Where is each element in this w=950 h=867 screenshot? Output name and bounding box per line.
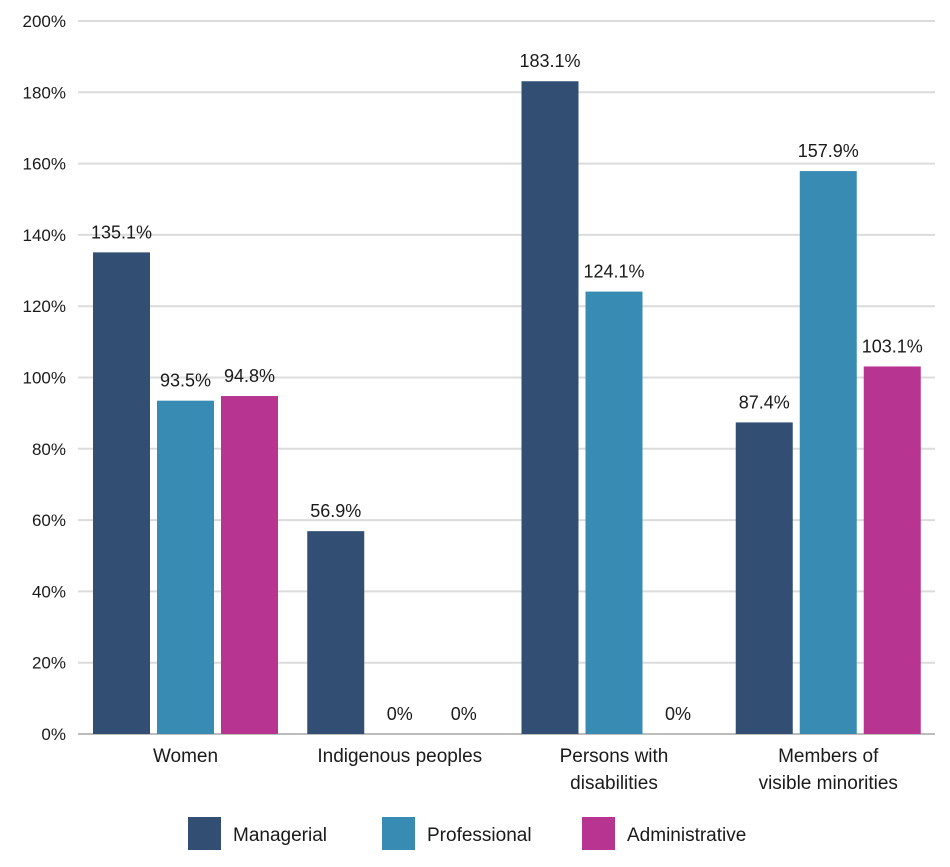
category-line: disabilities bbox=[570, 773, 658, 794]
y-axis-ticks: 0% 20% 40% 60% 80% 100% 120% 140% 160% 180% 200% bbox=[23, 12, 66, 744]
gridlines bbox=[78, 20, 935, 735]
y-tick-label: 0% bbox=[41, 725, 66, 744]
legend-label: Administrative bbox=[627, 825, 746, 846]
category-line: Persons with bbox=[560, 746, 669, 767]
category-line: Members of bbox=[778, 746, 879, 767]
bar-professional bbox=[585, 291, 643, 734]
legend-item-professional: Professional bbox=[382, 817, 532, 850]
bar-managerial bbox=[93, 252, 150, 734]
x-category-label: Members of visible minorities bbox=[759, 746, 898, 794]
x-category-label: Women bbox=[153, 746, 218, 767]
legend-swatch bbox=[382, 817, 415, 850]
data-label: 124.1% bbox=[583, 262, 644, 282]
x-axis-categories: Women Indigenous peoples Persons with disab… bbox=[153, 746, 898, 794]
data-label: 87.4% bbox=[739, 392, 790, 412]
data-label: 94.8% bbox=[224, 366, 275, 386]
data-label: 157.9% bbox=[798, 141, 859, 161]
legend-item-managerial: Managerial bbox=[188, 817, 327, 850]
bars bbox=[93, 81, 921, 735]
y-tick-label: 200% bbox=[23, 12, 66, 31]
data-label: 0% bbox=[387, 704, 413, 724]
legend-item-administrative: Administrative bbox=[582, 817, 746, 850]
data-labels: 135.1% 93.5% 94.8% 56.9% 0% 0% 183.1% 124.1% 0% 8… bbox=[91, 51, 923, 724]
data-label: 0% bbox=[451, 704, 477, 724]
legend-swatch bbox=[188, 817, 221, 850]
y-tick-label: 160% bbox=[23, 155, 66, 174]
data-label: 93.5% bbox=[160, 371, 211, 391]
bar-administrative bbox=[863, 366, 921, 734]
category-line: visible minorities bbox=[759, 773, 898, 794]
legend-label: Managerial bbox=[233, 825, 327, 846]
x-category-label: Persons with disabilities bbox=[560, 746, 669, 794]
y-tick-label: 100% bbox=[23, 369, 66, 388]
data-label: 183.1% bbox=[519, 51, 580, 71]
bar-professional bbox=[799, 171, 857, 735]
legend-label: Professional bbox=[427, 825, 532, 846]
x-category-label: Indigenous peoples bbox=[317, 746, 482, 767]
y-tick-label: 20% bbox=[32, 654, 66, 673]
category-line: Women bbox=[153, 746, 218, 767]
data-label: 56.9% bbox=[310, 501, 361, 521]
data-label: 103.1% bbox=[862, 336, 923, 356]
y-tick-label: 180% bbox=[23, 83, 66, 102]
bar-managerial bbox=[735, 422, 793, 734]
bar-managerial bbox=[521, 81, 579, 735]
bar-managerial bbox=[307, 531, 365, 734]
data-label: 0% bbox=[665, 704, 691, 724]
y-tick-label: 60% bbox=[32, 511, 66, 530]
category-line: Indigenous peoples bbox=[317, 746, 482, 767]
legend: Managerial Professional Administrative bbox=[188, 817, 746, 850]
y-tick-label: 80% bbox=[32, 440, 66, 459]
bar-professional bbox=[157, 400, 214, 734]
bar-administrative bbox=[221, 396, 278, 734]
y-tick-label: 40% bbox=[32, 582, 66, 601]
y-tick-label: 120% bbox=[23, 297, 66, 316]
legend-swatch bbox=[582, 817, 615, 850]
data-label: 135.1% bbox=[91, 222, 152, 242]
y-tick-label: 140% bbox=[23, 226, 66, 245]
